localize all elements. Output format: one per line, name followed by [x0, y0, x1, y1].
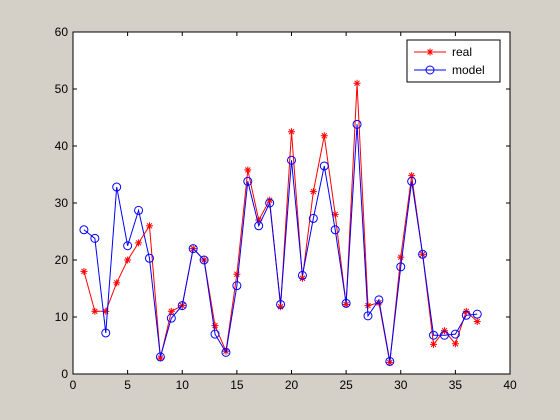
legend-label-model: model	[452, 63, 485, 77]
data-point-model	[407, 176, 417, 186]
data-point-model	[265, 198, 275, 208]
data-point-model	[101, 328, 111, 338]
data-point-model	[123, 241, 133, 251]
data-point-model	[166, 313, 176, 323]
series-layer	[79, 79, 482, 367]
data-point-model	[221, 347, 231, 357]
data-point-model	[90, 233, 100, 243]
data-point-model	[188, 244, 198, 254]
y-tick-label: 50	[55, 82, 69, 96]
data-point-real	[156, 354, 164, 362]
data-point-model	[429, 330, 439, 340]
data-point-model	[374, 295, 384, 305]
data-point-model	[341, 298, 351, 308]
legend-label-real: real	[452, 45, 472, 59]
y-tick-label: 0	[61, 367, 68, 381]
data-point-model	[439, 330, 449, 340]
data-point-real	[342, 300, 350, 308]
legend-marker-model	[425, 65, 435, 75]
data-point-model	[243, 176, 253, 186]
x-tick-label: 30	[394, 378, 408, 392]
legend: real model	[406, 39, 501, 83]
data-point-real	[397, 253, 405, 261]
x-tick-label: 35	[449, 378, 463, 392]
data-point-model	[363, 311, 373, 321]
data-point-real	[430, 340, 438, 348]
data-point-model	[232, 281, 242, 291]
x-tick-label: 10	[176, 378, 190, 392]
data-point-model	[134, 205, 144, 215]
data-point-real	[113, 279, 121, 287]
data-point-model	[177, 301, 187, 311]
data-point-model	[144, 253, 154, 263]
data-point-model	[276, 299, 286, 309]
data-point-real	[451, 340, 459, 348]
data-point-model	[79, 225, 89, 235]
data-point-real	[320, 132, 328, 140]
y-tick-label: 60	[55, 25, 69, 39]
data-point-real	[244, 166, 252, 174]
data-point-model	[330, 225, 340, 235]
x-tick-label: 0	[70, 378, 77, 392]
data-point-model	[254, 221, 264, 231]
data-point-model	[287, 155, 296, 165]
data-point-model	[385, 356, 395, 366]
y-tick-label: 10	[55, 310, 69, 324]
data-point-real	[135, 239, 143, 247]
data-point-model	[418, 249, 428, 259]
data-point-real	[331, 210, 339, 218]
series-model	[79, 119, 482, 366]
data-point-model	[396, 262, 406, 272]
data-point-model	[450, 329, 460, 339]
data-point-real	[288, 128, 295, 136]
y-tick-label: 20	[55, 253, 69, 267]
data-point-real	[233, 270, 241, 278]
data-point-real	[211, 322, 219, 330]
data-point-model	[352, 119, 362, 129]
series-real	[80, 79, 481, 367]
data-point-real	[440, 327, 448, 335]
x-tick-label: 15	[230, 378, 244, 392]
data-point-model	[461, 310, 471, 320]
data-point-real	[353, 79, 361, 87]
data-point-model	[472, 309, 482, 319]
data-point-model	[112, 182, 122, 192]
legend-marker-real	[426, 48, 434, 56]
data-point-model	[210, 329, 220, 339]
series-line-model	[83, 124, 478, 362]
data-point-real	[91, 307, 99, 315]
axis-layer: 0 5 10 15 20 25 30 35 40 0 10 20 30 40 50 60	[55, 25, 517, 392]
x-tick-label: 20	[285, 378, 299, 392]
x-tick-label: 40	[503, 378, 517, 392]
data-point-real	[473, 318, 481, 326]
data-point-model	[155, 352, 165, 362]
data-point-model	[308, 213, 318, 223]
data-point-model	[297, 270, 307, 280]
x-tick-label: 25	[339, 378, 353, 392]
data-point-real	[167, 307, 175, 315]
data-point-real	[80, 267, 88, 275]
x-tick-label: 5	[124, 378, 131, 392]
data-point-real	[298, 274, 306, 282]
y-tick-label: 30	[55, 196, 69, 210]
data-point-real	[309, 188, 317, 196]
legend-box	[406, 39, 501, 83]
y-tick-label: 40	[55, 139, 69, 153]
axes-background	[73, 32, 510, 374]
data-point-model	[199, 255, 209, 265]
data-point-real	[124, 256, 132, 264]
data-point-real	[145, 222, 153, 230]
data-point-model	[319, 161, 329, 171]
